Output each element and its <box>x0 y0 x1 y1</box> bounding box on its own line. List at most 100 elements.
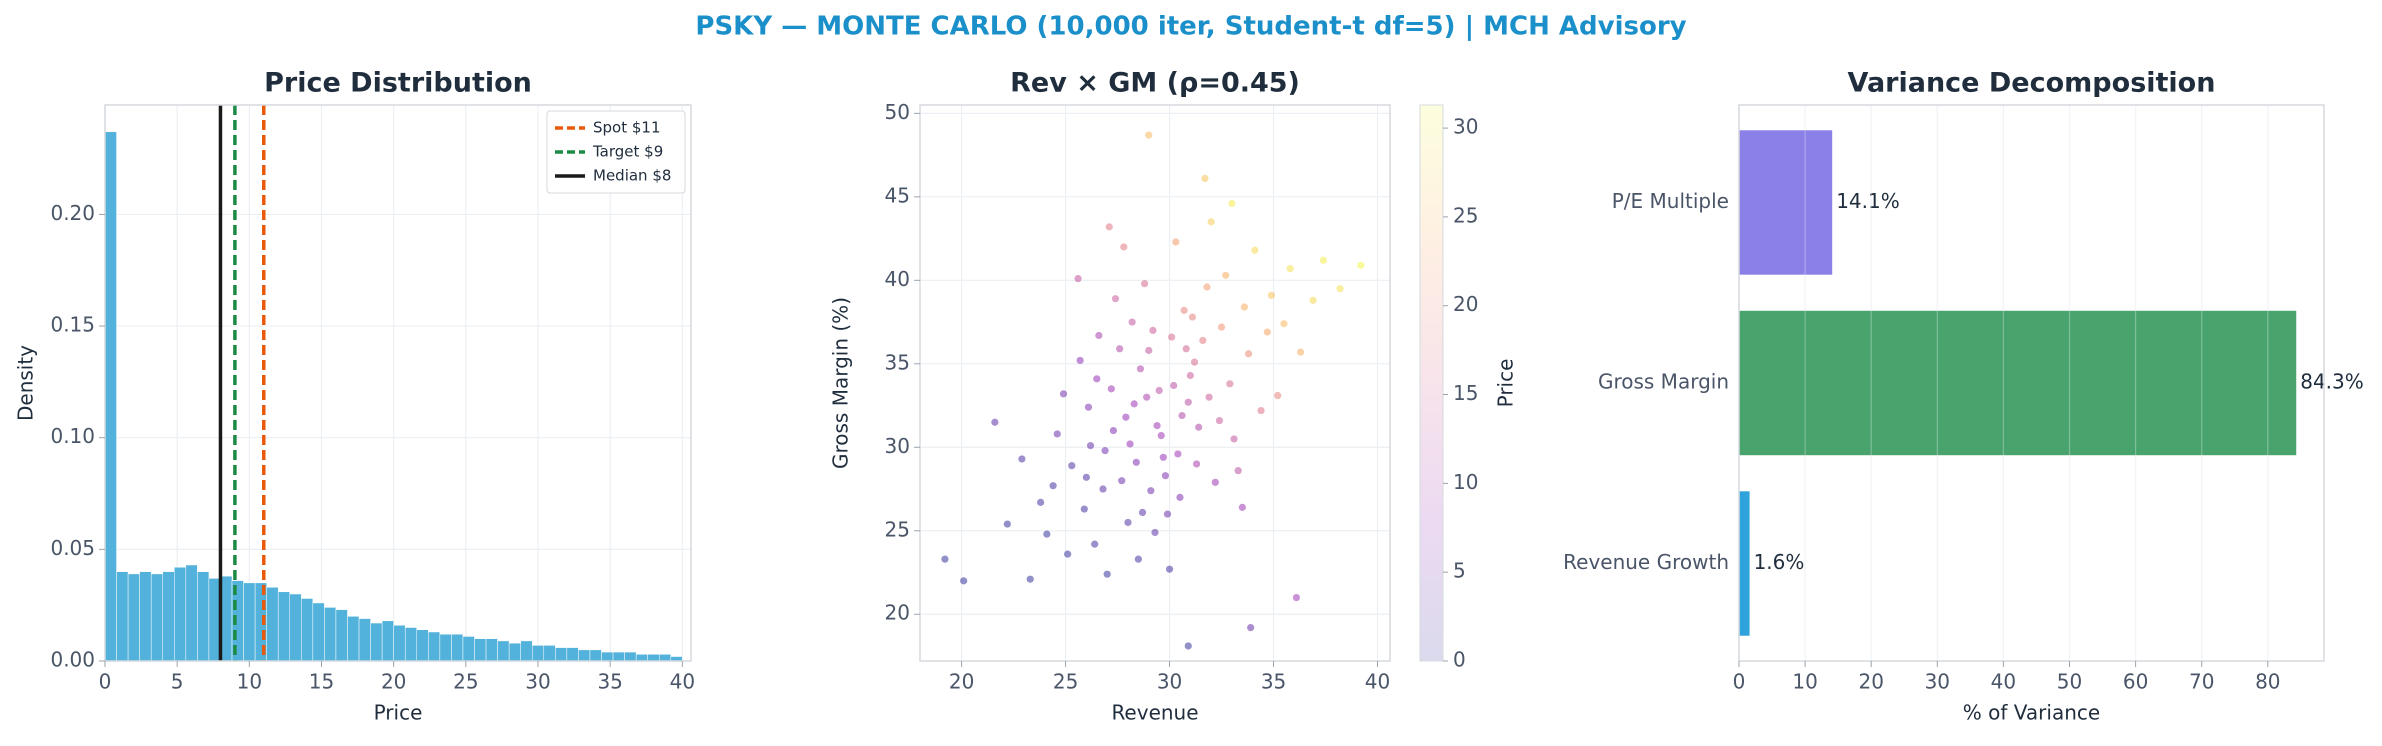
x-tick-label: 50 <box>2057 670 2082 694</box>
scatter-point <box>1082 473 1090 481</box>
histogram-bar <box>543 645 556 662</box>
histogram-bar <box>555 647 568 662</box>
colorbar-tick-label: 30 <box>1453 115 1478 139</box>
scatter-point <box>1116 345 1124 353</box>
scatter-point <box>1186 371 1194 380</box>
scatter-point <box>1103 570 1111 578</box>
x-tick-label: 20 <box>1858 670 1883 694</box>
scatter-point <box>1274 391 1282 400</box>
axes-title: Variance Decomposition <box>1848 68 2216 99</box>
histogram-bar <box>624 651 637 662</box>
histogram-bar <box>428 631 441 662</box>
y-tick-label: 0.15 <box>50 313 95 337</box>
scatter-point <box>1165 565 1174 573</box>
histogram-bar <box>266 587 279 662</box>
scatter-point <box>1309 296 1317 304</box>
histogram-bar <box>312 602 325 662</box>
bar <box>1739 130 1833 275</box>
scatter-point <box>1147 487 1155 495</box>
scatter-point <box>1151 528 1159 537</box>
scatter-point <box>1124 518 1132 527</box>
axes: Revenue Growth 1.6% Gross Margin 84.3% P/E M… <box>1563 68 2364 725</box>
bar <box>1739 310 2297 456</box>
y-tick-label: 30 <box>885 434 910 458</box>
scatter-point <box>1207 218 1215 226</box>
scatter-point <box>1118 477 1126 485</box>
histogram-bar <box>370 622 383 662</box>
x-tick-label: 20 <box>381 670 406 694</box>
scatter-point <box>1134 555 1142 563</box>
scatter-point <box>1199 336 1207 345</box>
histogram-bar <box>589 649 602 662</box>
scatter-point <box>1247 624 1255 632</box>
scatter-point <box>1141 280 1149 288</box>
scatter-point <box>1234 467 1242 475</box>
scatter-point <box>1132 458 1140 466</box>
x-tick-label: 0 <box>99 670 112 694</box>
scatter-point <box>1201 174 1209 183</box>
axes-frame <box>104 104 692 662</box>
category-label: Gross Margin <box>1598 370 1729 394</box>
scatter-point <box>1319 256 1328 264</box>
legend-label: Spot $11 <box>593 119 661 137</box>
histogram-bar <box>416 629 429 662</box>
x-tick-label: 0 <box>1733 670 1746 694</box>
y-tick-label: 0.00 <box>50 648 95 672</box>
scatter-point <box>1101 447 1109 455</box>
histogram-bar <box>497 640 510 662</box>
x-tick-label: 15 <box>309 670 334 694</box>
histogram-bar <box>451 633 464 662</box>
x-tick-label: 30 <box>1157 670 1182 694</box>
legend-label: Median $8 <box>593 167 671 185</box>
y-tick-label: 50 <box>885 100 910 124</box>
histogram-bar <box>243 582 256 662</box>
axes-title: Price Distribution <box>264 68 532 99</box>
histogram-bar <box>185 564 198 662</box>
colorbar-tick-label: 20 <box>1453 292 1478 316</box>
histogram-bar <box>393 625 406 662</box>
histogram-bar <box>566 647 579 662</box>
x-tick-label: 30 <box>1925 670 1950 694</box>
histogram-bar <box>508 642 521 662</box>
scatter-point <box>1215 416 1224 425</box>
legend: Spot $11 Target $9 Median $8 <box>546 110 686 194</box>
scatter-point <box>1091 540 1099 548</box>
scatter-point <box>1143 393 1151 401</box>
colorbar-label: Price <box>1494 359 1518 408</box>
scatter-point <box>1145 131 1153 139</box>
axes-title: Rev × GM (ρ=0.45) <box>1010 68 1300 99</box>
histogram-bar <box>277 591 290 662</box>
scatter-point <box>1049 482 1057 490</box>
x-axis-label: % of Variance <box>1963 701 2100 725</box>
scatter-point <box>1176 493 1184 501</box>
scatter-point <box>1292 593 1301 602</box>
y-tick-label: 0.05 <box>50 536 95 560</box>
histogram-bar <box>150 573 163 662</box>
colorbar-tick-label: 15 <box>1453 381 1478 405</box>
histogram-bar <box>197 571 210 662</box>
x-tick-label: 20 <box>949 670 974 694</box>
scatter-point <box>1192 460 1201 468</box>
scatter-point <box>1195 423 1203 431</box>
scatter-point <box>1059 390 1068 398</box>
axes: Spot $11 Target $9 Median $8 0 5 10 15 20 25 30 35… <box>14 68 696 725</box>
scatter-point <box>1267 291 1276 299</box>
bar <box>1739 491 1750 636</box>
scatter-point <box>1053 430 1061 438</box>
scatter-point <box>1203 283 1211 291</box>
scatter-point <box>1190 358 1199 366</box>
scatter-point <box>1163 510 1172 518</box>
x-tick-label: 35 <box>1261 670 1286 694</box>
scatter-point <box>1174 450 1182 458</box>
value-label: 1.6% <box>1754 550 1805 574</box>
scatter-point <box>1157 431 1165 440</box>
x-axis-label: Price <box>374 701 423 725</box>
scatter-point <box>1107 385 1115 393</box>
scatter-point <box>1122 413 1130 421</box>
x-tick-label: 80 <box>2255 670 2280 694</box>
scatter-point <box>1168 333 1176 341</box>
histogram-bar <box>601 651 614 662</box>
x-axis-label: Revenue <box>1111 701 1198 725</box>
scatter-point <box>1188 313 1197 321</box>
